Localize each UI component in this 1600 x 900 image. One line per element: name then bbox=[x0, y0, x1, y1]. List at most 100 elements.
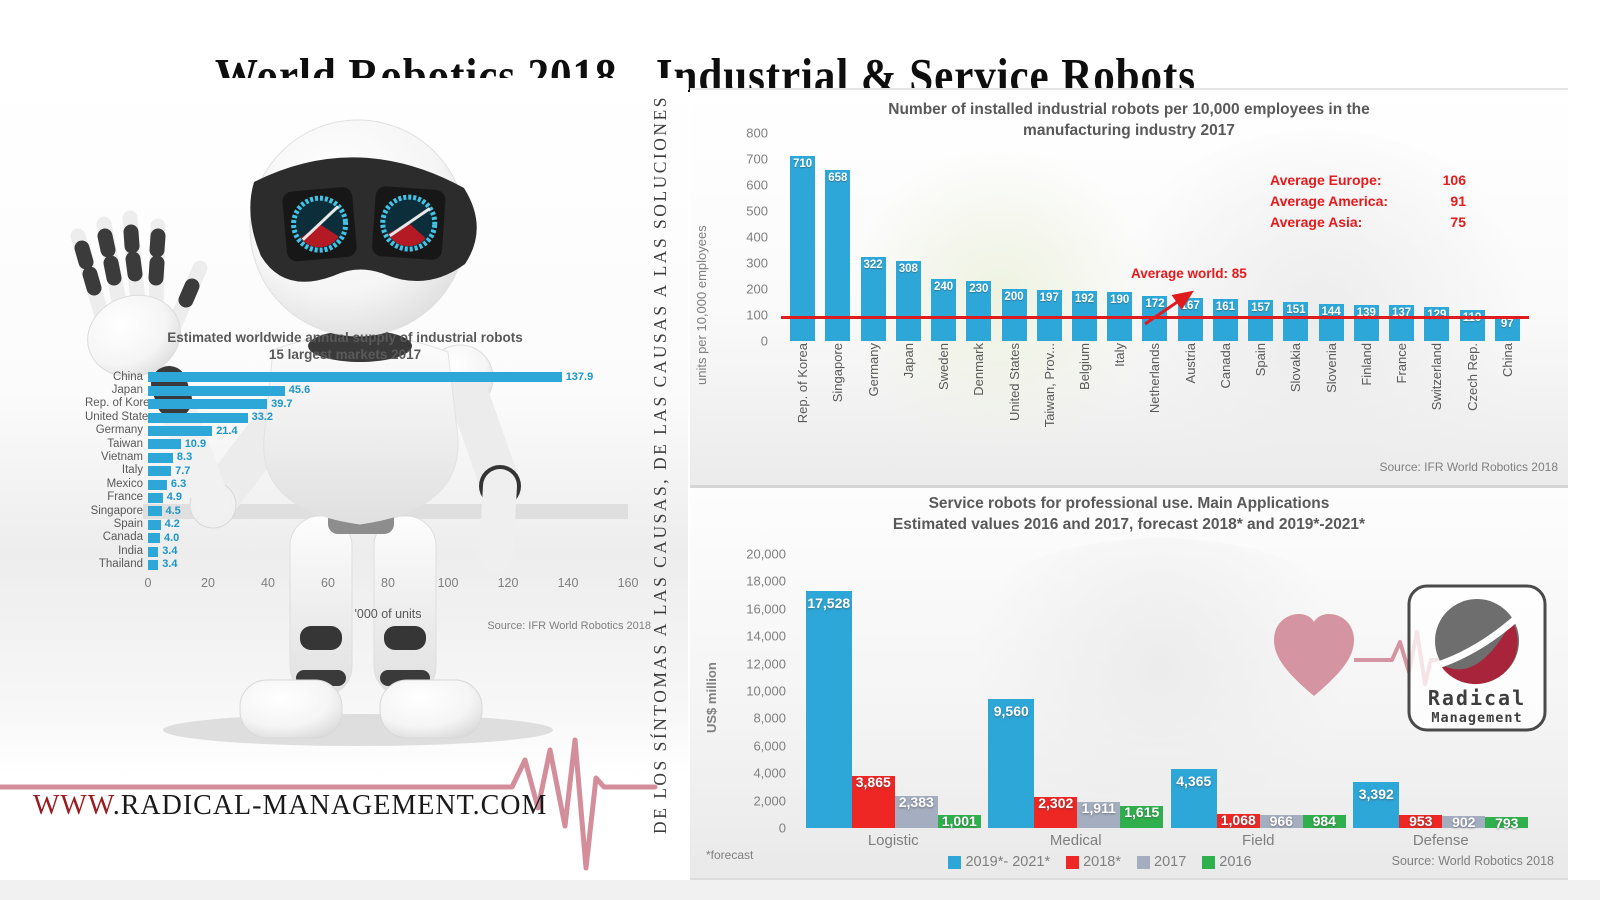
category-label: Logistic bbox=[867, 832, 919, 849]
value-label: 139 bbox=[1356, 306, 1376, 319]
value-label: 1,911 bbox=[1081, 800, 1116, 817]
value-label: 45.6 bbox=[288, 384, 311, 397]
value-label: 21.4 bbox=[216, 424, 238, 437]
axis-tick: 10,000 bbox=[746, 683, 786, 699]
axis-tick: 100 bbox=[437, 575, 459, 590]
bar: 902 bbox=[1442, 814, 1486, 830]
value-label: 953 bbox=[1409, 813, 1433, 830]
category-label: Sweden bbox=[936, 343, 952, 390]
category-label: Thailand bbox=[98, 558, 143, 571]
supply-x-axis: 0 20 40 60 80 100 120 140 160 bbox=[145, 575, 639, 591]
value-label: 658 bbox=[828, 171, 848, 184]
supply-bar-row: Canada 4.0 bbox=[85, 531, 651, 544]
service-y-axis-label: US$ million bbox=[704, 662, 719, 734]
category-label: Singapore bbox=[90, 504, 143, 517]
average-row: Average Europe: 106 bbox=[1270, 172, 1466, 188]
heartbeat-line bbox=[0, 737, 658, 871]
robot-hand bbox=[87, 294, 181, 378]
average-world-annotation: Average world: 85 bbox=[1131, 266, 1247, 281]
category-label: Denmark bbox=[971, 343, 987, 396]
category-label: China bbox=[112, 370, 143, 383]
bar: 129 bbox=[1424, 307, 1450, 341]
category-label: France bbox=[107, 491, 143, 504]
bar: 3,392 bbox=[1353, 782, 1400, 828]
category-label: Italy bbox=[1112, 343, 1128, 367]
value-label: 1,068 bbox=[1220, 811, 1256, 828]
website-url: WWW.RADICAL-MANAGEMENT.COM bbox=[33, 790, 547, 822]
supply-bar-row: Vietnam 8.3 bbox=[85, 451, 651, 464]
category-label: Taiwan bbox=[107, 437, 143, 450]
service-chart-title: Service robots for professional use. Mai… bbox=[892, 495, 1366, 533]
bar: 1,911 bbox=[1077, 800, 1121, 828]
robot-boot-left bbox=[239, 679, 343, 739]
category-label: Taiwan, Prov... bbox=[1041, 343, 1057, 428]
robot-eye-left bbox=[282, 187, 357, 262]
bar bbox=[148, 479, 167, 490]
axis-tick: 4,000 bbox=[753, 765, 786, 781]
value-label: 10.9 bbox=[184, 437, 207, 450]
average-row: Average Asia: 75 bbox=[1270, 214, 1466, 230]
value-label: 197 bbox=[1039, 291, 1059, 304]
supply-bar-row: Japan 45.6 bbox=[85, 384, 651, 397]
logo-text-line2: Management bbox=[1431, 710, 1522, 726]
average-row: Average America: 91 bbox=[1270, 193, 1466, 209]
supply-bars: China 137.9 Japan 45.6 Rep. of Korea 39.7 Unit… bbox=[85, 371, 651, 572]
bar-group: 9,560 2,302 1,911 1,615 bbox=[985, 558, 1168, 828]
bar: 658 bbox=[825, 169, 851, 341]
value-label: 2,302 bbox=[1038, 794, 1074, 811]
category-label: Spain bbox=[113, 517, 143, 530]
value-label: 1,001 bbox=[941, 812, 977, 829]
bar: 157 bbox=[1248, 300, 1274, 341]
supply-bar-row: France 4.9 bbox=[85, 491, 651, 504]
value-label: 322 bbox=[863, 259, 883, 272]
density-y-axis-label: units per 10,000 employees bbox=[694, 225, 709, 385]
robot-eye-right bbox=[372, 186, 446, 260]
value-label: 966 bbox=[1269, 812, 1293, 829]
bar: 953 bbox=[1399, 813, 1443, 830]
supply-chart-title: Estimated worldwide annual supply of ind… bbox=[167, 330, 523, 362]
legend-item: 2017 bbox=[1137, 854, 1186, 870]
robot-boot-right bbox=[379, 679, 483, 739]
legend-swatch bbox=[948, 855, 962, 869]
category-label: Italy bbox=[121, 464, 143, 477]
category-label: Canada bbox=[1217, 343, 1233, 389]
legend-item: 2019*- 2021* bbox=[948, 854, 1050, 870]
bar: 137 bbox=[1389, 305, 1415, 341]
bar bbox=[148, 452, 173, 463]
service-y-axis: 20,000 18,000 16,000 14,000 12,000 10,000 8,00… bbox=[726, 548, 786, 835]
bar: 710 bbox=[790, 156, 816, 341]
bar-group: 3,392 953 902 793 bbox=[1350, 558, 1533, 832]
axis-tick: 100 bbox=[746, 307, 768, 323]
value-label: 793 bbox=[1495, 815, 1519, 832]
supply-chart: Estimated worldwide annual supply of ind… bbox=[85, 330, 651, 632]
bar: 119 bbox=[1459, 310, 1485, 341]
category-label: Czech Rep. bbox=[1464, 343, 1480, 411]
value-label: 172 bbox=[1145, 298, 1165, 311]
density-chart-panel: Number of installed industrial robots pe… bbox=[690, 88, 1568, 488]
category-label: Japan bbox=[111, 384, 143, 397]
supply-bar-row: Spain 4.2 bbox=[85, 518, 651, 531]
category-label: China bbox=[1499, 343, 1515, 377]
robot-waving-arm bbox=[70, 210, 317, 529]
bar: 2,302 bbox=[1034, 794, 1078, 828]
bar bbox=[148, 519, 161, 530]
bar: 322 bbox=[860, 257, 886, 341]
axis-tick: 120 bbox=[497, 575, 519, 590]
service-legend: 2019*- 2021* 2018* 2017 2016 bbox=[820, 854, 1380, 870]
bar: 1,615 bbox=[1120, 804, 1164, 828]
category-label: Netherlands bbox=[1147, 343, 1163, 414]
supply-bar-row: Italy 7.7 bbox=[85, 464, 651, 477]
axis-tick: 2,000 bbox=[753, 793, 786, 809]
robot-head bbox=[249, 119, 477, 337]
value-label: 4.2 bbox=[164, 518, 180, 531]
value-label: 192 bbox=[1074, 293, 1095, 306]
bar bbox=[148, 559, 159, 570]
bar-group: 17,528 3,865 2,383 1,001 bbox=[802, 558, 985, 829]
value-label: 17,528 bbox=[807, 595, 851, 612]
supply-bar-row: Mexico 6.3 bbox=[85, 478, 651, 491]
bar: 308 bbox=[895, 260, 921, 341]
forecast-footnote: *forecast bbox=[706, 848, 754, 862]
axis-tick: 12,000 bbox=[746, 656, 786, 672]
bar: 1,068 bbox=[1216, 811, 1260, 828]
bar bbox=[148, 372, 562, 383]
